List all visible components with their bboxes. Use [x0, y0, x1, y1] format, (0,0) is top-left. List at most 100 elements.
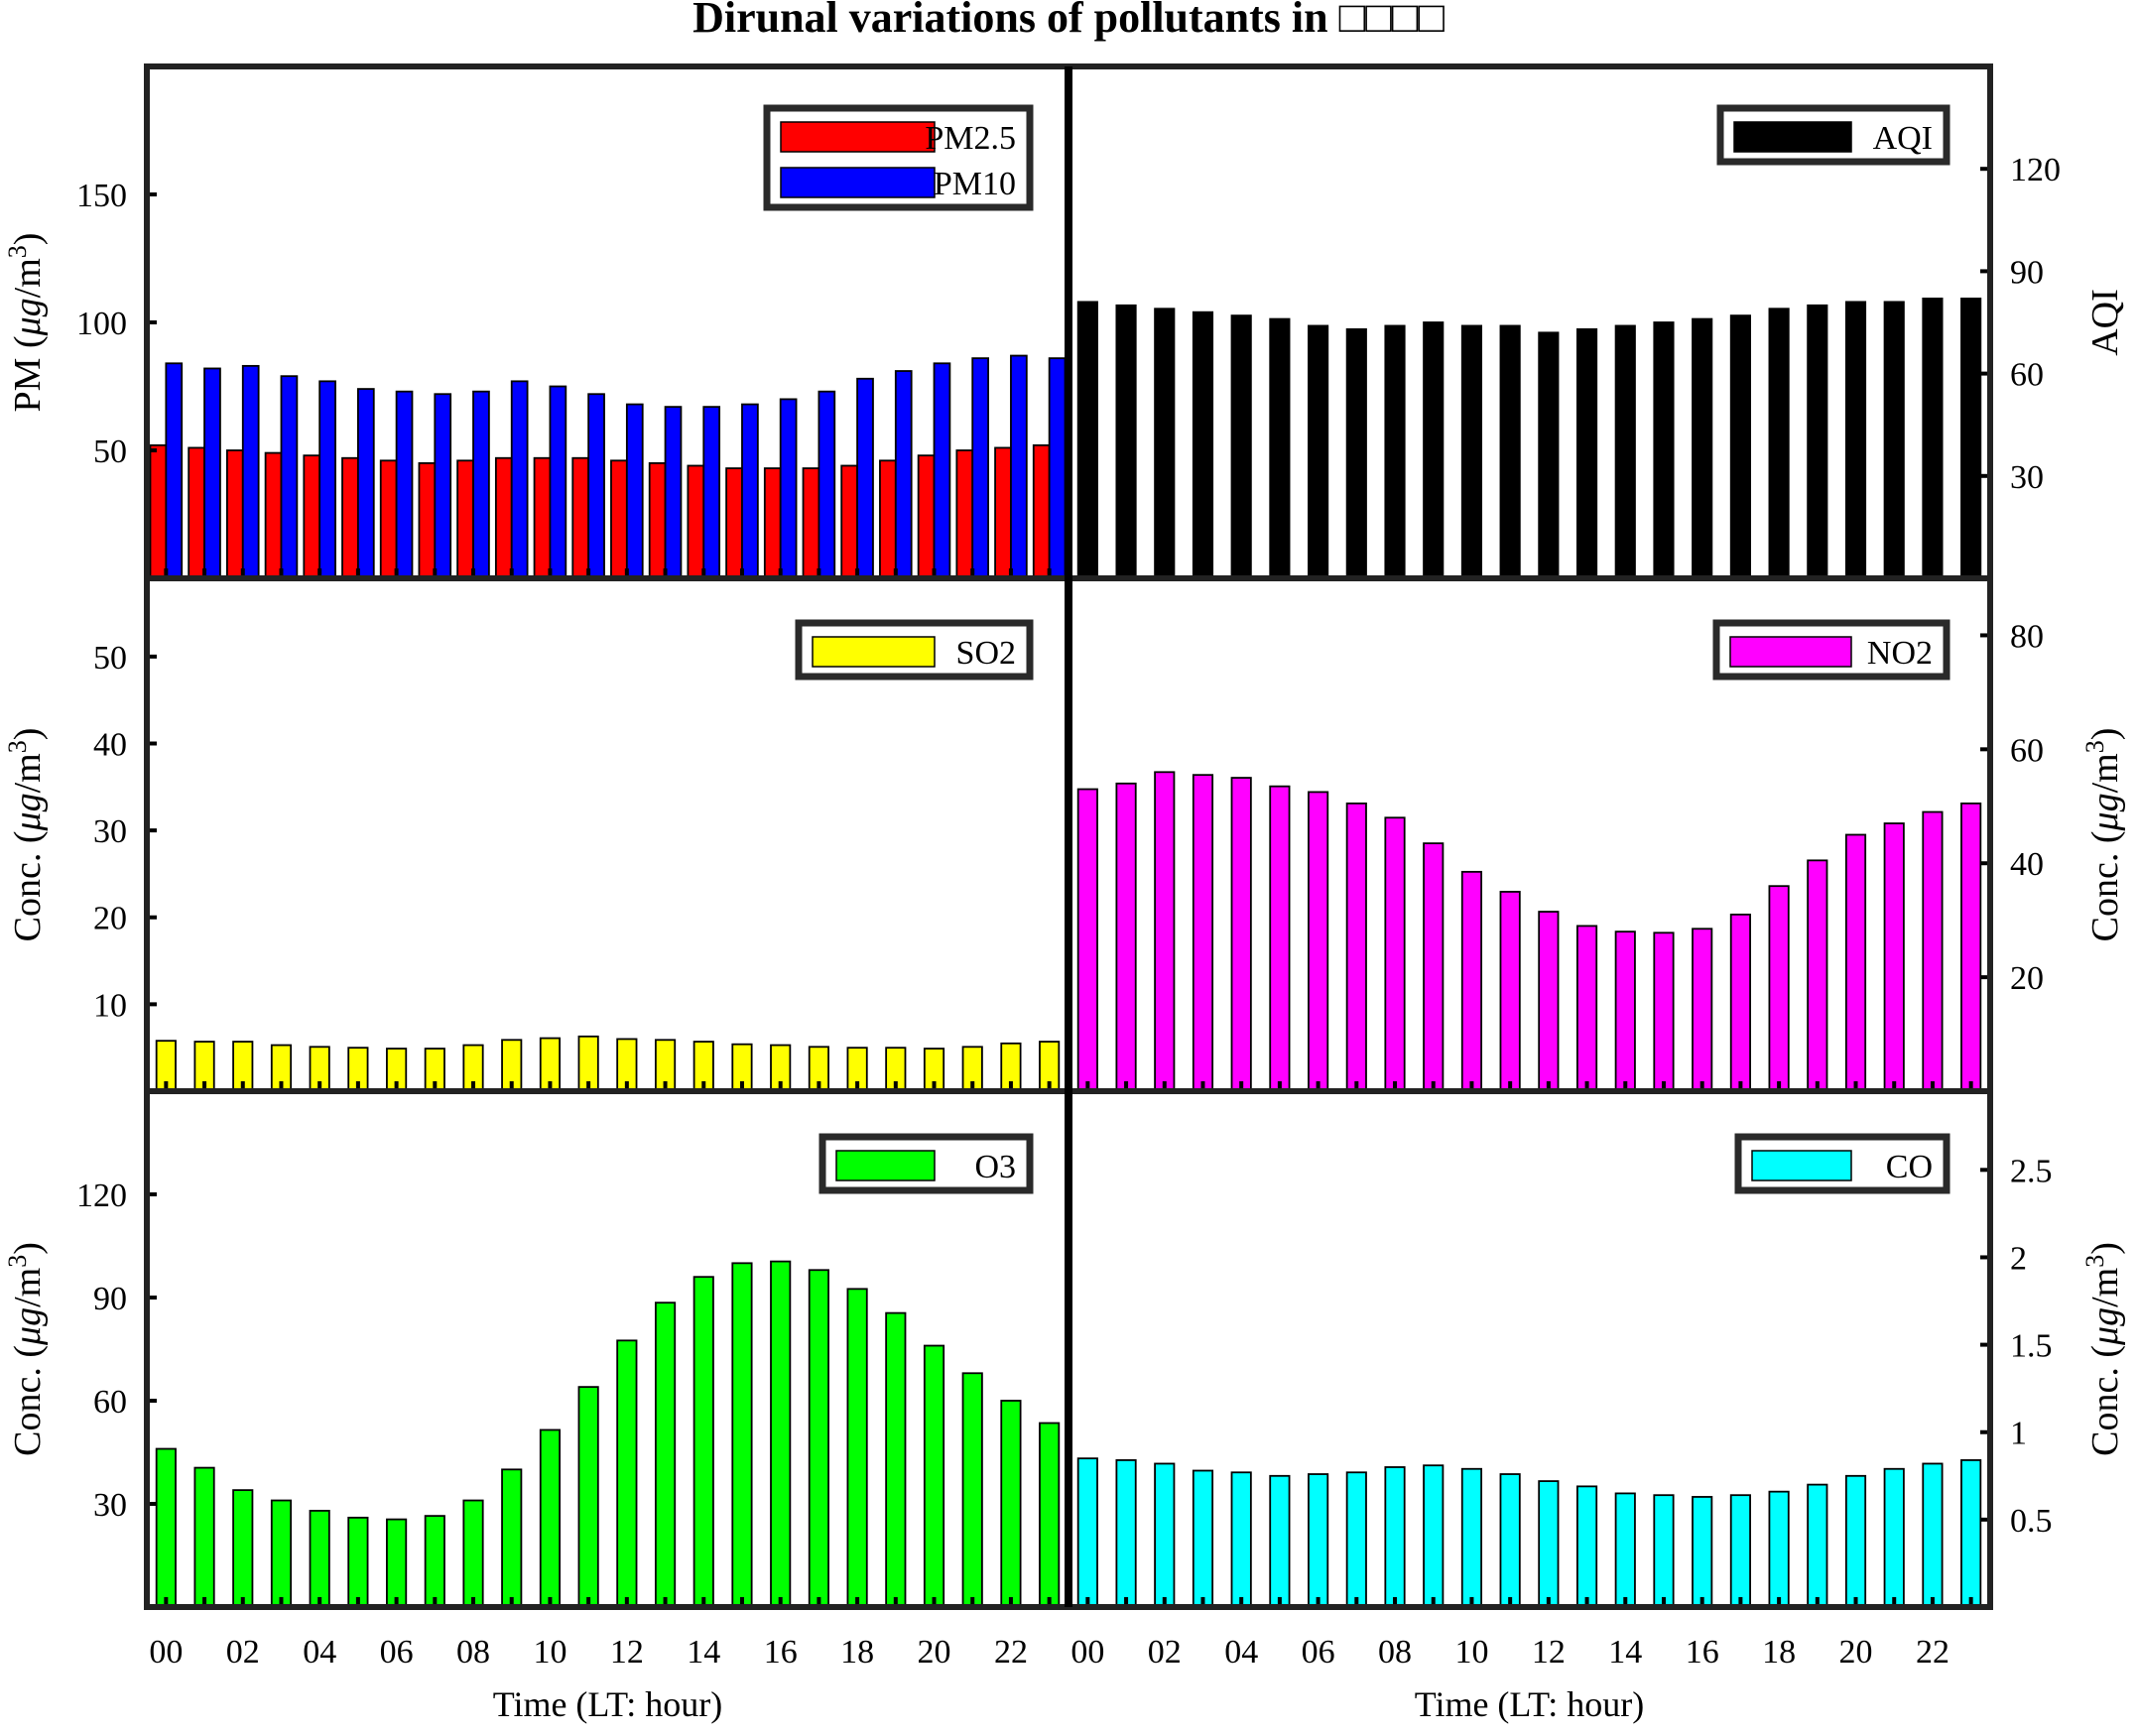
bar-no2-h19	[1807, 859, 1828, 1092]
bar-o3-h9	[501, 1468, 523, 1608]
x-tick-label: 10	[1454, 1634, 1488, 1671]
bar-aqi-h20	[1844, 301, 1867, 579]
bar-o3-h12	[616, 1339, 638, 1608]
bar-co-h15	[1653, 1494, 1675, 1608]
bar-aqi-h18	[1768, 308, 1790, 579]
bar-co-h20	[1844, 1474, 1867, 1608]
bar-no2-h18	[1768, 885, 1790, 1092]
x-tick-label: 14	[1608, 1634, 1642, 1671]
bar-no2-h12	[1538, 911, 1560, 1092]
bar-aqi-h19	[1807, 304, 1828, 579]
bar-aqi-h9	[1423, 321, 1445, 579]
bar-no2-h14	[1614, 930, 1636, 1092]
bar-pm25-h13	[648, 461, 667, 579]
bar-co-h9	[1423, 1464, 1445, 1608]
x-tick-label: 08	[1378, 1634, 1412, 1671]
y-tick-label: 20	[2010, 960, 2044, 997]
bar-pm10-h5	[356, 388, 375, 579]
legend-label: PM2.5	[925, 120, 1016, 157]
bar-co-h12	[1538, 1480, 1560, 1608]
x-tick-label: 10	[533, 1634, 566, 1671]
y-tick-label: 80	[2010, 618, 2044, 655]
x-tick-label: 16	[1686, 1634, 1719, 1671]
panel-o3: 00 02 04 06 08 10 12 14 16 18 20 22 Time (LT: hour) 3…	[3, 1088, 1071, 1724]
bar-no2-h17	[1729, 914, 1751, 1092]
x-tick-label: 00	[149, 1634, 183, 1671]
bar-co-h1	[1115, 1459, 1137, 1608]
y-tick-label: 120	[76, 1178, 127, 1214]
bar-co-h11	[1499, 1473, 1521, 1608]
bar-co-h5	[1269, 1474, 1291, 1608]
bar-aqi-h17	[1729, 314, 1751, 579]
bar-pm25-h7	[418, 461, 437, 579]
bar-co-h7	[1345, 1471, 1367, 1608]
bar-o3-h10	[539, 1428, 562, 1608]
legend-swatch	[812, 636, 936, 668]
bar-pm10-h20	[933, 362, 951, 579]
bar-pm10-h18	[856, 377, 874, 579]
bar-co-h21	[1883, 1467, 1905, 1608]
bar-o3-h11	[577, 1386, 599, 1608]
bar-pm25-h4	[303, 454, 321, 579]
bar-aqi-h4	[1230, 314, 1252, 579]
bar-pm25-h0	[149, 443, 168, 579]
bar-o3-h17	[808, 1269, 829, 1608]
bar-aqi-h16	[1692, 317, 1713, 579]
bar-pm10-h1	[203, 367, 221, 579]
legend: PM2.5 PM10	[763, 104, 1034, 211]
y-axis-label: Conc. (μg/m3)	[2080, 728, 2127, 942]
bar-co-h14	[1614, 1492, 1636, 1608]
bar-aqi-h0	[1076, 301, 1098, 579]
bar-no2-h10	[1460, 870, 1483, 1092]
legend-swatch	[1729, 636, 1852, 668]
x-tick-label: 04	[1224, 1634, 1258, 1671]
x-tick-label: 22	[994, 1634, 1028, 1671]
bar-aqi-h23	[1960, 298, 1982, 579]
y-tick-label: 50	[93, 640, 127, 677]
x-tick-label: 12	[1532, 1634, 1566, 1671]
bar-pm25-h17	[802, 467, 820, 579]
bar-o3-h6	[386, 1518, 408, 1608]
bar-co-h19	[1807, 1483, 1828, 1608]
bar-pm25-h15	[725, 467, 743, 579]
x-tick-label: 16	[764, 1634, 798, 1671]
bar-pm25-h22	[994, 446, 1012, 579]
bar-no2-h5	[1269, 785, 1291, 1092]
y-tick-label: 20	[93, 901, 127, 937]
y-tick-label: 30	[93, 1487, 127, 1524]
x-axis-label: Time (LT: hour)	[493, 1684, 723, 1724]
bar-pm10-h23	[1048, 357, 1067, 579]
bar-pm25-h18	[840, 464, 858, 579]
y-tick-label: 60	[2010, 732, 2044, 769]
legend-label: CO	[1886, 1149, 1933, 1185]
bar-o3-h22	[1000, 1400, 1022, 1608]
bar-pm25-h6	[379, 459, 398, 579]
bar-o3-h7	[424, 1515, 445, 1608]
bar-o3-h14	[692, 1276, 714, 1608]
y-tick-label: 10	[93, 987, 127, 1024]
bar-pm25-h3	[264, 451, 283, 579]
bar-pm10-h6	[395, 390, 414, 579]
y-tick-label: 30	[2010, 459, 2044, 496]
bar-pm25-h9	[494, 456, 513, 579]
x-axis-label: Time (LT: hour)	[1415, 1684, 1645, 1724]
bar-co-h6	[1308, 1473, 1329, 1608]
x-tick-label: 02	[226, 1634, 260, 1671]
y-tick-label: 40	[93, 726, 127, 763]
y-tick-label: 90	[93, 1281, 127, 1317]
bar-co-h17	[1729, 1494, 1751, 1608]
bar-aqi-h15	[1653, 321, 1675, 579]
y-axis-label: PM (μg/m3)	[3, 233, 50, 413]
bar-pm25-h20	[917, 454, 936, 579]
x-tick-label: 06	[1302, 1634, 1335, 1671]
bar-no2-h2	[1154, 771, 1176, 1092]
bar-pm10-h9	[510, 380, 529, 579]
y-tick-label: 2	[2010, 1240, 2027, 1277]
bar-pm10-h4	[318, 380, 336, 579]
x-tick-label: 18	[1762, 1634, 1796, 1671]
bar-aqi-h12	[1538, 331, 1560, 579]
bar-pm25-h10	[533, 456, 552, 579]
bar-pm10-h12	[625, 403, 644, 579]
legend-swatch	[780, 121, 936, 153]
y-axis-label: Conc. (μg/m3)	[3, 728, 50, 942]
